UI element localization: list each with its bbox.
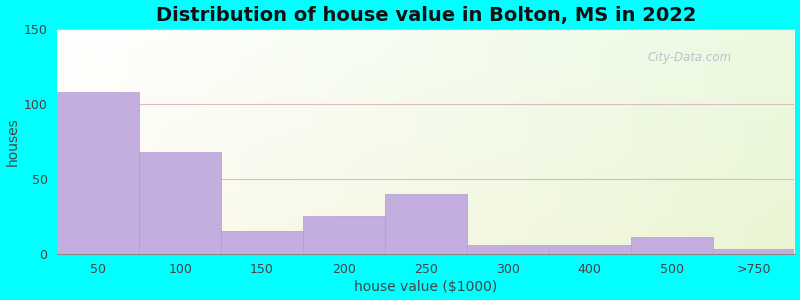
- Bar: [385, 194, 467, 254]
- Bar: [467, 244, 549, 253]
- Bar: [139, 152, 221, 254]
- Bar: [303, 216, 385, 254]
- Y-axis label: houses: houses: [6, 117, 19, 166]
- Bar: [549, 244, 630, 253]
- Bar: [630, 237, 713, 253]
- Bar: [221, 231, 303, 254]
- Text: City-Data.com: City-Data.com: [647, 51, 731, 64]
- Bar: [713, 249, 794, 254]
- X-axis label: house value ($1000): house value ($1000): [354, 280, 498, 294]
- Bar: [58, 92, 139, 254]
- Title: Distribution of house value in Bolton, MS in 2022: Distribution of house value in Bolton, M…: [156, 6, 696, 25]
